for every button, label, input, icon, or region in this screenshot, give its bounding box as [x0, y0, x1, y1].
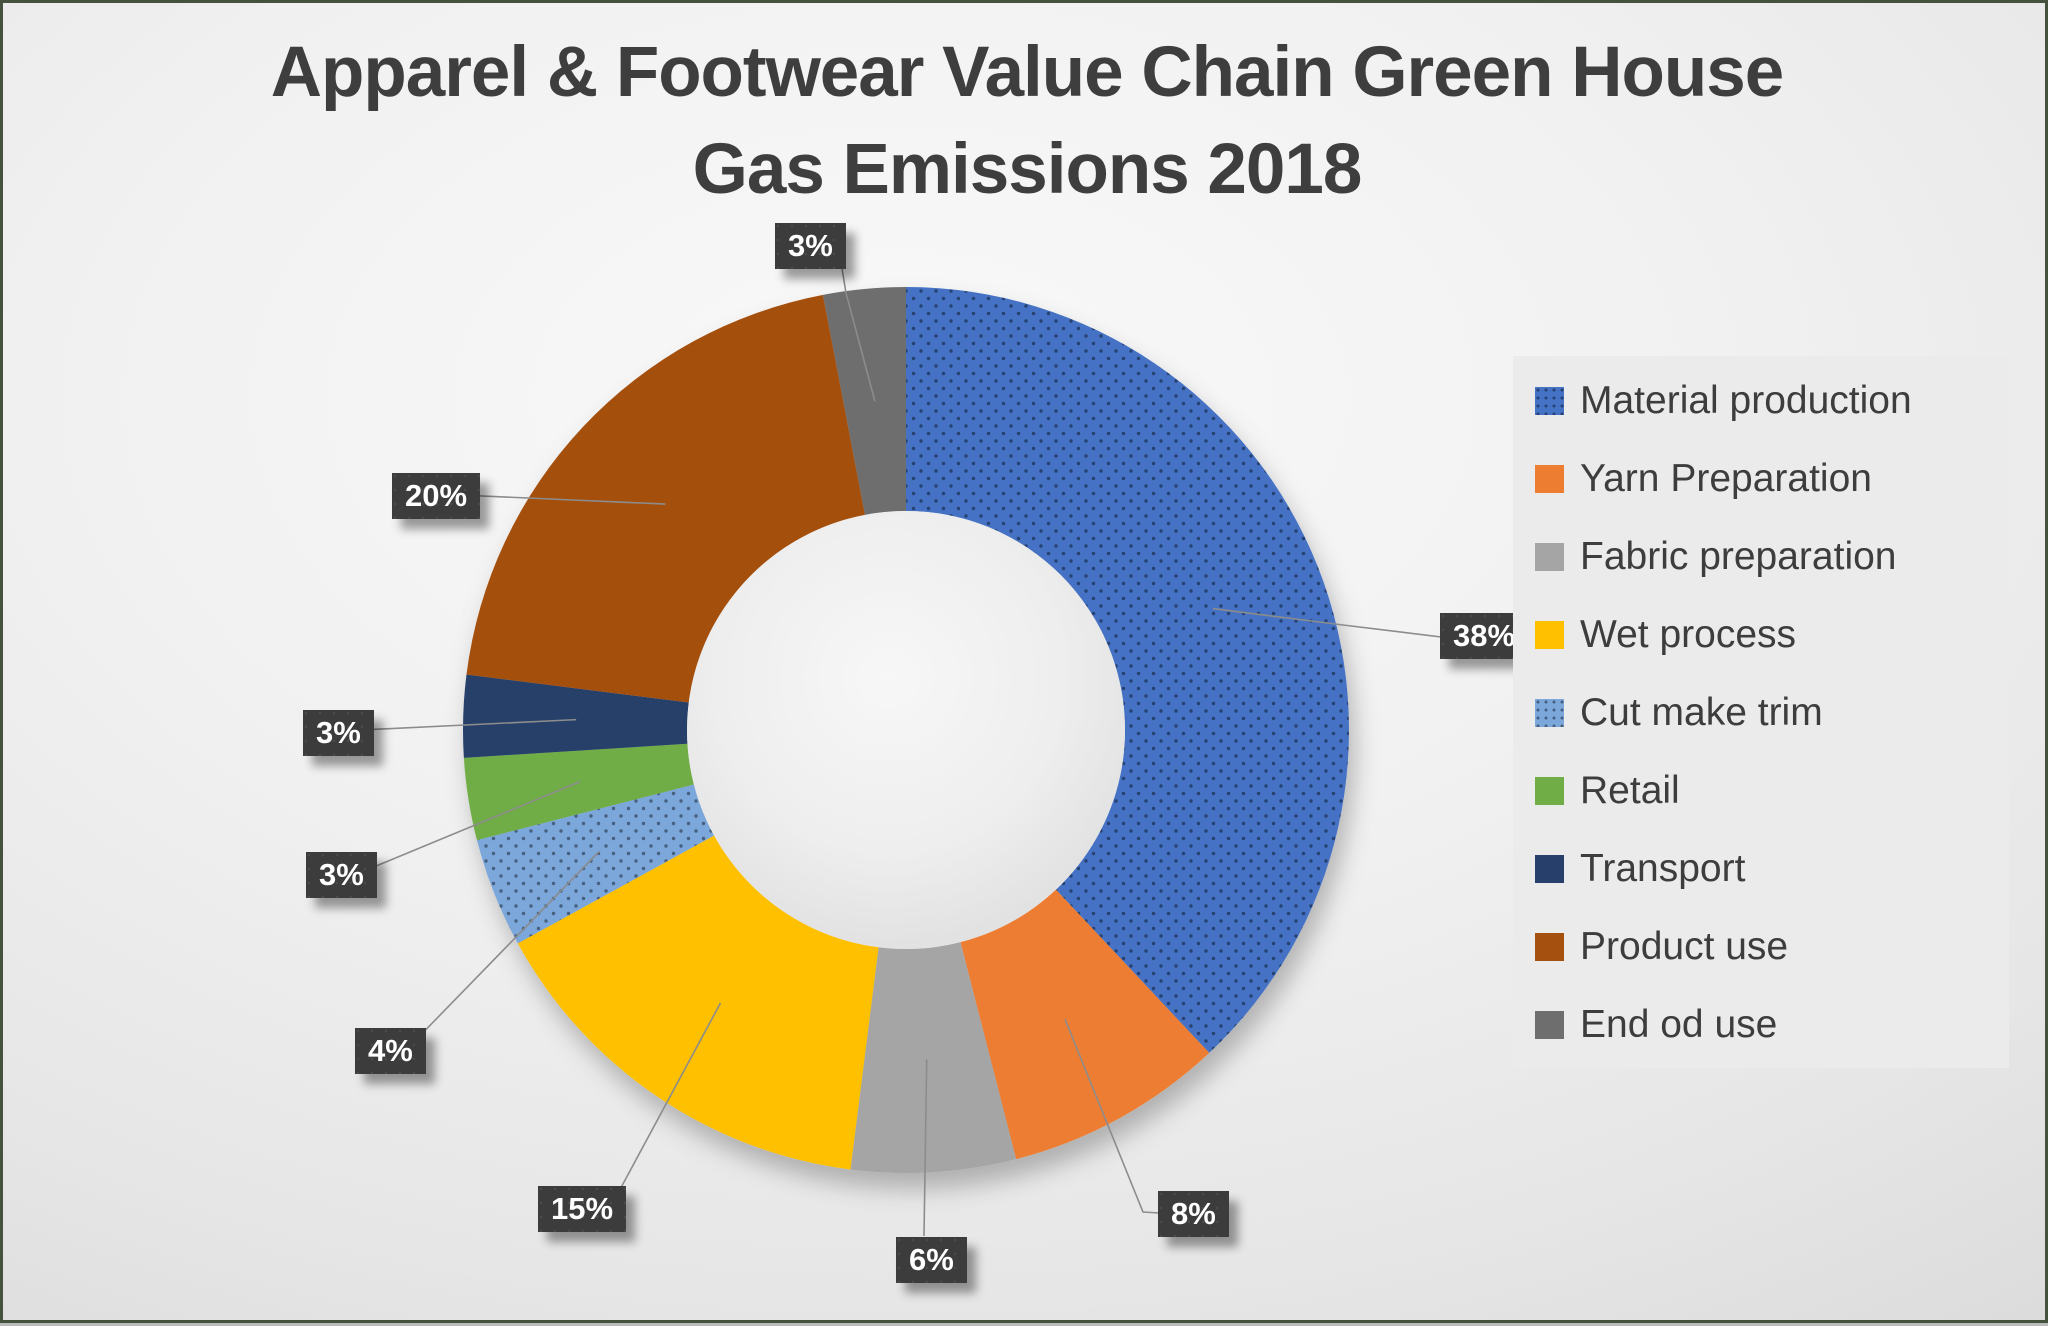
legend-swatch-end-od-use — [1535, 1011, 1564, 1039]
pie-slice-material-production — [906, 287, 1349, 1053]
legend-swatch-yarn-preparation — [1535, 465, 1564, 493]
legend-item-product-use: Product use — [1513, 908, 2009, 986]
chart-title: Apparel & Footwear Value Chain Green Hou… — [3, 25, 2048, 218]
leader-line-transport — [360, 718, 577, 731]
legend-swatch-wet-process — [1535, 621, 1564, 649]
leader-line-product-use — [459, 494, 666, 505]
data-label-transport: 3% — [303, 710, 374, 756]
chart-title-line2: Gas Emissions 2018 — [692, 129, 1363, 209]
donut-hole — [687, 511, 1125, 949]
legend-item-wet-process: Wet process — [1513, 596, 2009, 674]
pie-slice-product-use — [466, 294, 865, 703]
leader-line-retail — [363, 780, 581, 872]
legend-swatch-retail — [1535, 777, 1564, 805]
data-label-end-od-use: 3% — [775, 223, 846, 269]
donut-slices — [462, 287, 1349, 1173]
data-label-cut-make-trim: 4% — [355, 1028, 426, 1074]
data-label-yarn-preparation: 8% — [1158, 1191, 1229, 1237]
leader-line-wet-process — [609, 1002, 722, 1209]
pie-slice-transport — [462, 674, 689, 758]
legend: Material production Yarn Preparation Fab… — [1513, 356, 2009, 1068]
legend-item-fabric-preparation: Fabric preparation — [1513, 518, 2009, 596]
legend-label-end-od-use: End od use — [1580, 1003, 1778, 1046]
pie-slice-yarn-preparation — [960, 889, 1210, 1160]
legend-swatch-material-production — [1535, 387, 1564, 415]
data-label-retail: 3% — [306, 852, 377, 898]
legend-label-material-production: Material production — [1580, 379, 1912, 422]
legend-swatch-product-use — [1535, 933, 1564, 961]
legend-item-material-production: Material production — [1513, 362, 2009, 440]
legend-item-yarn-preparation: Yarn Preparation — [1513, 440, 2009, 518]
pie-slice-wet-process — [517, 835, 879, 1170]
data-label-fabric-preparation: 6% — [896, 1237, 967, 1283]
leader-line-yarn-preparation — [1064, 1018, 1160, 1214]
pie-slice-end-od-use — [822, 287, 906, 515]
legend-swatch-transport — [1535, 855, 1564, 883]
legend-label-yarn-preparation: Yarn Preparation — [1580, 457, 1872, 500]
leader-line-material-production — [1212, 607, 1442, 638]
data-label-wet-process: 15% — [538, 1186, 627, 1232]
legend-item-end-od-use: End od use — [1513, 986, 2009, 1064]
legend-item-transport: Transport — [1513, 830, 2009, 908]
pie-slice-cut-make-trim — [476, 784, 715, 944]
data-label-product-use: 20% — [392, 473, 481, 519]
chart-title-line1: Apparel & Footwear Value Chain Green Hou… — [270, 33, 1784, 112]
legend-item-cut-make-trim: Cut make trim — [1513, 674, 2009, 752]
legend-item-retail: Retail — [1513, 752, 2009, 830]
legend-swatch-fabric-preparation — [1535, 543, 1564, 571]
legend-label-product-use: Product use — [1580, 925, 1789, 968]
legend-label-retail: Retail — [1580, 769, 1680, 812]
legend-label-wet-process: Wet process — [1580, 613, 1797, 656]
pie-slice-fabric-preparation — [850, 942, 1017, 1173]
legend-label-cut-make-trim: Cut make trim — [1580, 691, 1823, 734]
leader-line-fabric-preparation — [923, 1059, 928, 1237]
legend-label-fabric-preparation: Fabric preparation — [1580, 535, 1897, 578]
leader-line-cut-make-trim — [408, 850, 600, 1048]
pie-slice-retail — [463, 743, 694, 841]
legend-label-transport: Transport — [1580, 847, 1746, 890]
legend-swatch-cut-make-trim — [1535, 699, 1564, 727]
donut-chart — [360, 246, 1442, 1237]
